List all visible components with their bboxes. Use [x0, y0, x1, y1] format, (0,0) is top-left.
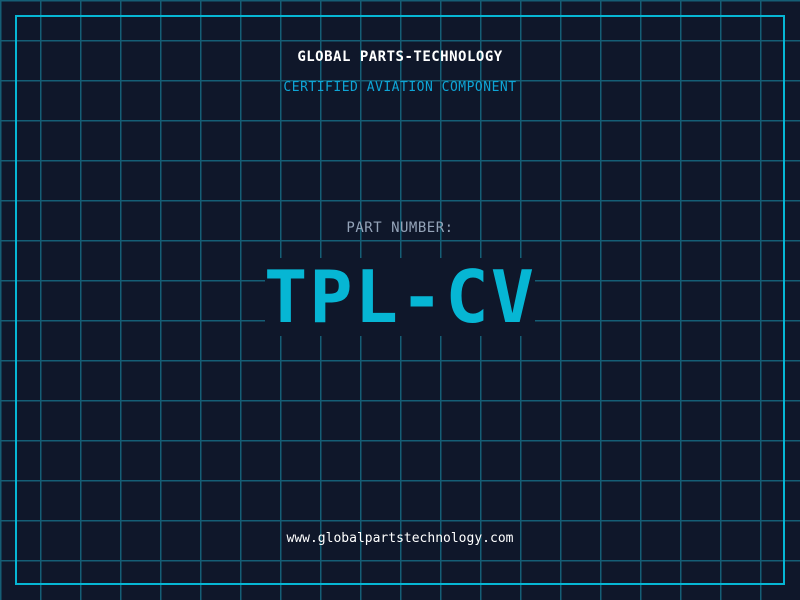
certification-subtitle: CERTIFIED AVIATION COMPONENT [283, 80, 517, 95]
company-name: GLOBAL PARTS-TECHNOLOGY [297, 49, 503, 65]
website-url: www.globalpartstechnology.com [286, 531, 514, 546]
part-number-backdrop [265, 258, 535, 336]
part-number: TPL-CV [263, 255, 537, 339]
border-frame [15, 15, 785, 585]
part-number-label: PART NUMBER: [346, 220, 454, 236]
